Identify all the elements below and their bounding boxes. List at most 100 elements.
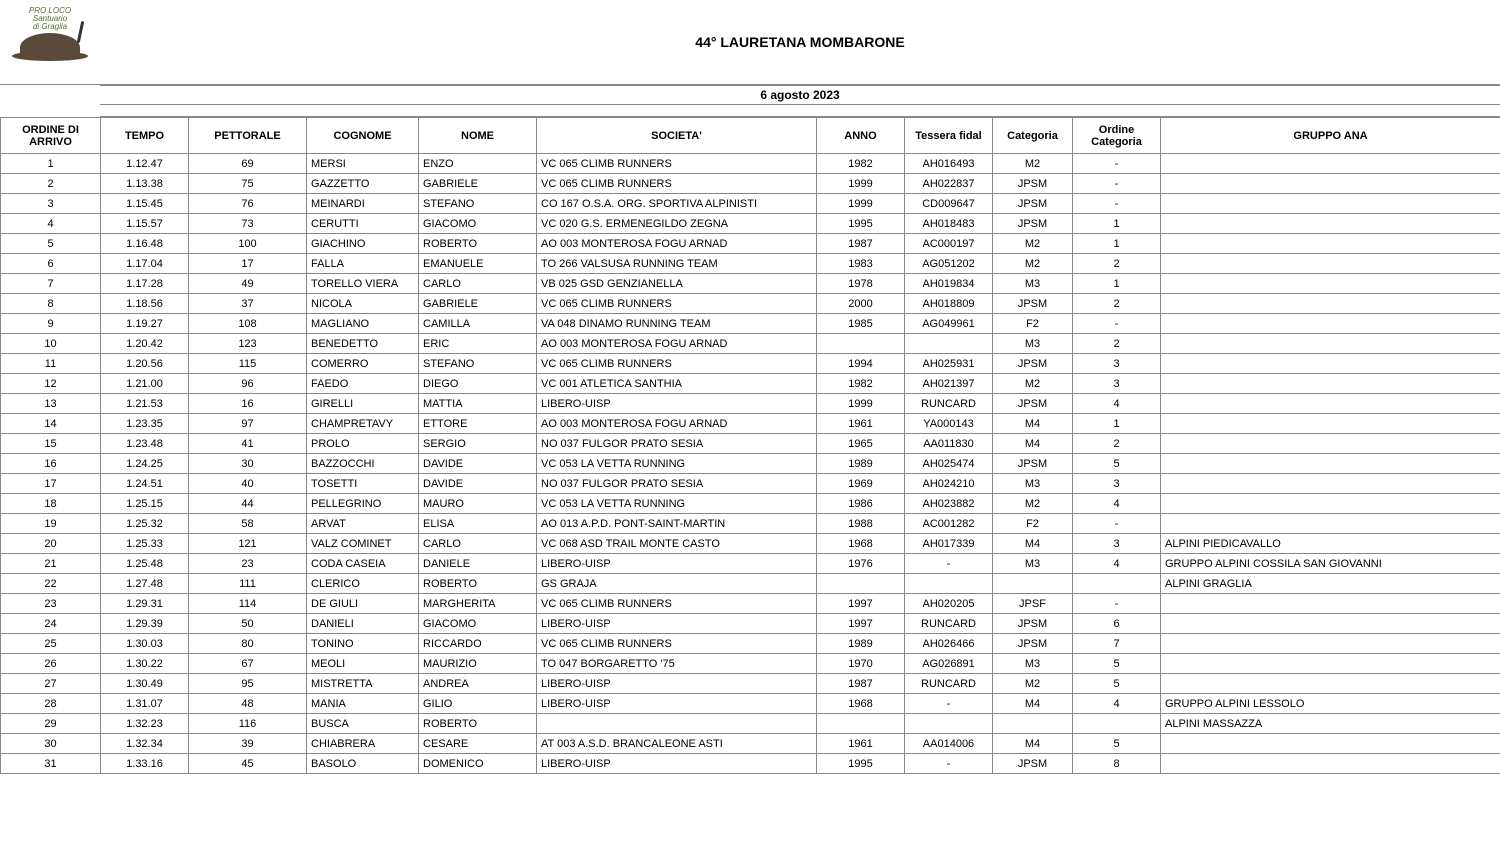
cell-tempo: 1.25.48 <box>101 554 189 574</box>
cell-pett: 44 <box>189 494 307 514</box>
cell-anno: 1999 <box>817 174 905 194</box>
cell-soc: LIBERO-UISP <box>537 674 817 694</box>
cell-cat: M3 <box>993 474 1073 494</box>
cell-cog: BASOLO <box>307 754 419 774</box>
cell-cog: DE GIULI <box>307 594 419 614</box>
cell-cog: GIACHINO <box>307 234 419 254</box>
cell-anno: 1983 <box>817 254 905 274</box>
date-row: 6 agosto 2023 <box>100 85 1500 105</box>
cell-anno <box>817 334 905 354</box>
cell-soc: TO 266 VALSUSA RUNNING TEAM <box>537 254 817 274</box>
cell-ord: 16 <box>1 454 101 474</box>
cell-cog: MERSI <box>307 154 419 174</box>
cell-ana <box>1161 754 1500 774</box>
cell-soc <box>537 714 817 734</box>
cell-tempo: 1.16.48 <box>101 234 189 254</box>
cell-cat: M2 <box>993 494 1073 514</box>
cell-ordcat: 7 <box>1073 634 1161 654</box>
cell-nome: ERIC <box>419 334 537 354</box>
cell-tempo: 1.30.49 <box>101 674 189 694</box>
cell-nome: STEFANO <box>419 194 537 214</box>
cell-cog: CLERICO <box>307 574 419 594</box>
cell-cat: M3 <box>993 334 1073 354</box>
cell-ordcat <box>1073 714 1161 734</box>
cell-cat: M4 <box>993 414 1073 434</box>
cell-tempo: 1.32.34 <box>101 734 189 754</box>
table-row: 221.27.48111CLERICOROBERTOGS GRAJAALPINI… <box>1 574 1500 594</box>
cell-cat <box>993 574 1073 594</box>
cell-ord: 20 <box>1 534 101 554</box>
cell-ordcat: 1 <box>1073 214 1161 234</box>
table-row: 151.23.4841PROLOSERGIONO 037 FULGOR PRAT… <box>1 434 1500 454</box>
cell-ana <box>1161 474 1500 494</box>
cell-cog: PELLEGRINO <box>307 494 419 514</box>
cell-ordcat: 8 <box>1073 754 1161 774</box>
cell-soc: VC 001 ATLETICA SANTHIA <box>537 374 817 394</box>
cell-tempo: 1.24.25 <box>101 454 189 474</box>
cell-soc: VC 065 CLIMB RUNNERS <box>537 154 817 174</box>
cell-ordcat: 5 <box>1073 674 1161 694</box>
cell-tess: AH019834 <box>905 274 993 294</box>
table-header-row: ORDINE DI ARRIVO TEMPO PETTORALE COGNOME… <box>1 118 1500 154</box>
results-table: ORDINE DI ARRIVO TEMPO PETTORALE COGNOME… <box>0 117 1500 774</box>
cell-pett: 49 <box>189 274 307 294</box>
cell-ord: 22 <box>1 574 101 594</box>
table-row: 171.24.5140TOSETTIDAVIDENO 037 FULGOR PR… <box>1 474 1500 494</box>
cell-soc: TO 047 BORGARETTO '75 <box>537 654 817 674</box>
cell-soc: VA 048 DINAMO RUNNING TEAM <box>537 314 817 334</box>
cell-cat: M4 <box>993 694 1073 714</box>
cell-cog: MANIA <box>307 694 419 714</box>
cell-ord: 28 <box>1 694 101 714</box>
logo-cell: PRO LOCO Santuario di Graglia <box>0 0 100 84</box>
cell-tess <box>905 334 993 354</box>
cell-ana <box>1161 314 1500 334</box>
cell-cat: M2 <box>993 154 1073 174</box>
cell-tess: AH022837 <box>905 174 993 194</box>
cell-ord: 30 <box>1 734 101 754</box>
header-row: PRO LOCO Santuario di Graglia 44° LAURET… <box>0 0 1500 85</box>
cell-ordcat: 2 <box>1073 294 1161 314</box>
cell-tess: AA011830 <box>905 434 993 454</box>
cell-pett: 80 <box>189 634 307 654</box>
cell-ordcat: - <box>1073 594 1161 614</box>
cell-pett: 48 <box>189 694 307 714</box>
cell-tess: YA000143 <box>905 414 993 434</box>
cell-pett: 96 <box>189 374 307 394</box>
cell-pett: 37 <box>189 294 307 314</box>
cell-anno: 1961 <box>817 414 905 434</box>
page: PRO LOCO Santuario di Graglia 44° LAURET… <box>0 0 1500 774</box>
cell-ana <box>1161 274 1500 294</box>
logo-icon: PRO LOCO Santuario di Graglia <box>10 7 90 77</box>
cell-anno: 1978 <box>817 274 905 294</box>
cell-ana <box>1161 334 1500 354</box>
cell-soc: LIBERO-UISP <box>537 394 817 414</box>
table-row: 291.32.23116BUSCAROBERTOALPINI MASSAZZA <box>1 714 1500 734</box>
cell-ordcat: 2 <box>1073 334 1161 354</box>
cell-cog: COMERRO <box>307 354 419 374</box>
cell-tess: - <box>905 554 993 574</box>
cell-nome: GABRIELE <box>419 294 537 314</box>
cell-anno: 1988 <box>817 514 905 534</box>
cell-cat: M2 <box>993 674 1073 694</box>
col-header-pettorale: PETTORALE <box>189 118 307 154</box>
cell-soc: NO 037 FULGOR PRATO SESIA <box>537 434 817 454</box>
cell-nome: GABRIELE <box>419 174 537 194</box>
cell-tempo: 1.23.35 <box>101 414 189 434</box>
cell-nome: CAMILLA <box>419 314 537 334</box>
table-row: 121.21.0096FAEDODIEGOVC 001 ATLETICA SAN… <box>1 374 1500 394</box>
cell-ana: GRUPPO ALPINI COSSILA SAN GIOVANNI <box>1161 554 1500 574</box>
cell-tempo: 1.30.22 <box>101 654 189 674</box>
cell-soc: NO 037 FULGOR PRATO SESIA <box>537 474 817 494</box>
cell-soc: VC 020 G.S. ERMENEGILDO ZEGNA <box>537 214 817 234</box>
cell-ord: 13 <box>1 394 101 414</box>
col-header-nome: NOME <box>419 118 537 154</box>
cell-ord: 6 <box>1 254 101 274</box>
cell-ana <box>1161 734 1500 754</box>
cell-ord: 4 <box>1 214 101 234</box>
cell-ana: ALPINI PIEDICAVALLO <box>1161 534 1500 554</box>
cell-ana <box>1161 214 1500 234</box>
cell-anno: 1969 <box>817 474 905 494</box>
cell-ord: 12 <box>1 374 101 394</box>
cell-tess: AC001282 <box>905 514 993 534</box>
cell-cog: MAGLIANO <box>307 314 419 334</box>
